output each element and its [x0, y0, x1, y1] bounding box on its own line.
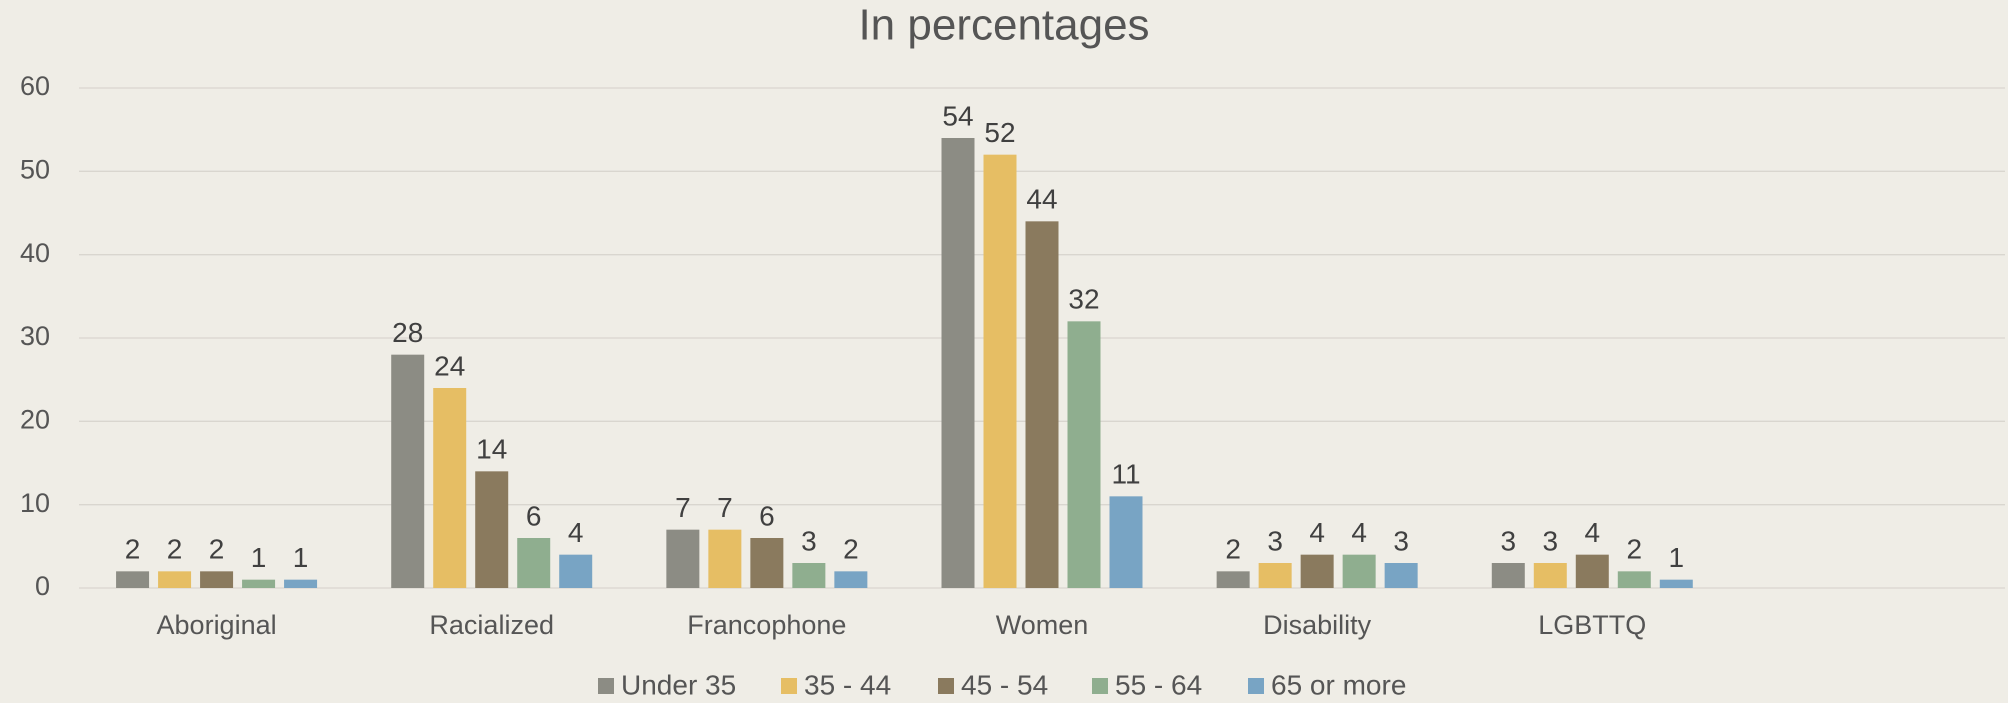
data-label: 4	[1309, 517, 1325, 548]
bar	[1300, 554, 1334, 588]
y-tick-label: 20	[20, 404, 50, 434]
data-label: 4	[1584, 517, 1600, 548]
data-label: 2	[843, 534, 859, 565]
data-label: 4	[1351, 517, 1367, 548]
data-label: 2	[167, 534, 183, 565]
bar	[1258, 563, 1292, 588]
data-label: 44	[1026, 184, 1057, 215]
bar	[1575, 554, 1609, 588]
bar	[116, 571, 150, 588]
data-label: 1	[1668, 542, 1684, 573]
data-label: 1	[293, 542, 309, 573]
data-label: 4	[568, 517, 584, 548]
bar	[1216, 571, 1250, 588]
data-label: 2	[209, 534, 225, 565]
bar	[200, 571, 234, 588]
bar	[1491, 563, 1525, 588]
y-tick-label: 0	[35, 571, 50, 601]
legend-label: 65 or more	[1271, 669, 1406, 700]
x-tick-label: Disability	[1263, 610, 1372, 640]
bar	[433, 388, 467, 588]
data-label: 3	[1500, 525, 1516, 556]
legend-swatch	[938, 678, 954, 694]
legend-label: 55 - 64	[1115, 669, 1202, 700]
data-label: 6	[759, 500, 775, 531]
bar	[792, 563, 826, 588]
data-label: 52	[984, 117, 1015, 148]
bar	[517, 538, 551, 588]
bar	[158, 571, 192, 588]
bar	[1109, 496, 1143, 588]
bar	[1659, 579, 1693, 588]
bar	[834, 571, 868, 588]
x-tick-label: Women	[996, 610, 1089, 640]
data-label: 32	[1068, 284, 1099, 315]
bar	[983, 154, 1017, 588]
y-tick-label: 50	[20, 154, 50, 184]
data-label: 54	[942, 100, 973, 131]
data-label: 2	[1225, 534, 1241, 565]
bar	[284, 579, 318, 588]
y-tick-label: 30	[20, 321, 50, 351]
data-label: 7	[675, 492, 691, 523]
data-label: 2	[1626, 534, 1642, 565]
data-label: 3	[1267, 525, 1283, 556]
bar	[1067, 321, 1101, 588]
data-label: 6	[526, 500, 542, 531]
y-tick-label: 60	[20, 71, 50, 101]
x-tick-label: Racialized	[429, 610, 554, 640]
bar	[1533, 563, 1567, 588]
legend-label: 45 - 54	[961, 669, 1048, 700]
legend-swatch	[1092, 678, 1108, 694]
bar	[1384, 563, 1418, 588]
bar	[475, 471, 509, 588]
bar	[1342, 554, 1376, 588]
bar	[1617, 571, 1651, 588]
y-tick-label: 10	[20, 488, 50, 518]
bar	[708, 529, 742, 588]
bar	[559, 554, 593, 588]
y-tick-label: 40	[20, 238, 50, 268]
bar	[666, 529, 700, 588]
legend-swatch	[598, 678, 614, 694]
data-label: 11	[1111, 459, 1140, 490]
data-label: 3	[1542, 525, 1558, 556]
legend-swatch	[1248, 678, 1264, 694]
data-label: 14	[476, 434, 507, 465]
bar	[941, 138, 975, 588]
bar	[1025, 221, 1059, 589]
bar	[242, 579, 276, 588]
chart-title: In percentages	[858, 1, 1149, 50]
legend-label: Under 35	[621, 669, 736, 700]
x-tick-label: Francophone	[687, 610, 846, 640]
x-tick-label: LGBTTQ	[1538, 610, 1646, 640]
data-label: 2	[125, 534, 141, 565]
data-label: 3	[1393, 525, 1409, 556]
data-label: 24	[434, 350, 465, 381]
data-label: 7	[717, 492, 733, 523]
legend-swatch	[781, 678, 797, 694]
legend-label: 35 - 44	[804, 669, 891, 700]
data-label: 28	[392, 317, 423, 348]
x-tick-label: Aboriginal	[157, 610, 277, 640]
data-label: 1	[251, 542, 267, 573]
bar	[750, 538, 784, 588]
bar	[391, 354, 425, 588]
data-label: 3	[801, 525, 817, 556]
